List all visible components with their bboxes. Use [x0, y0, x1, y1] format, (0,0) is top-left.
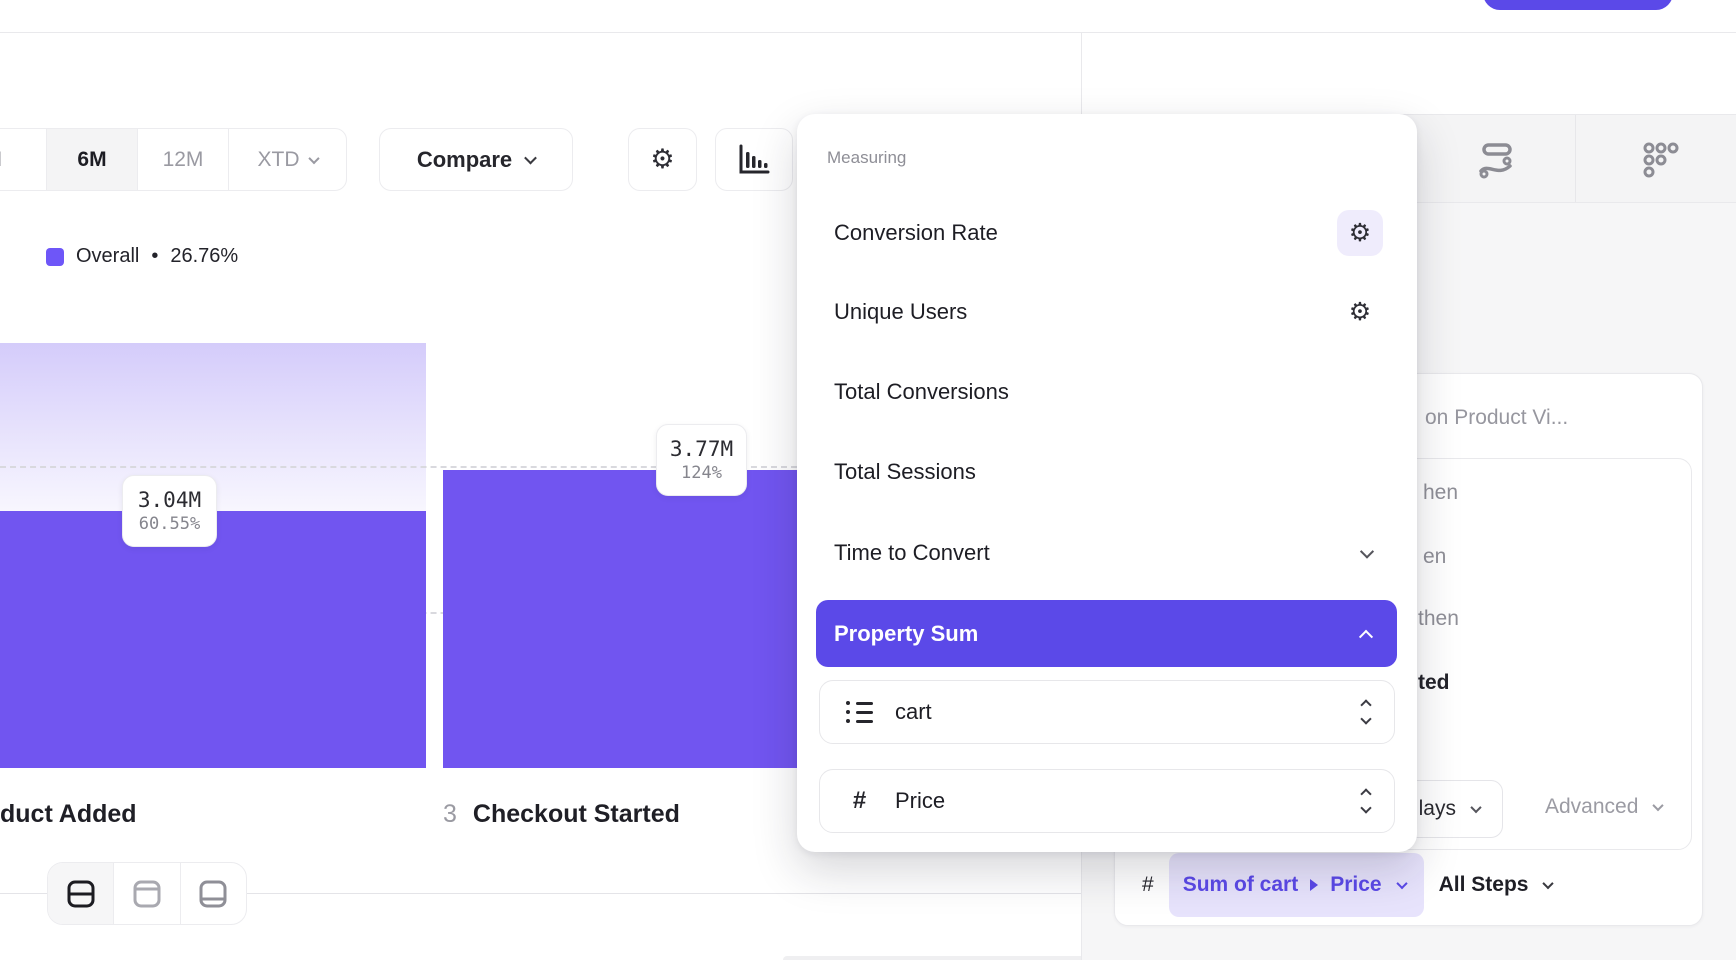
time-range-6m-label: 6M	[77, 147, 107, 171]
flow-chart-button[interactable]	[1476, 139, 1518, 186]
query-step-1[interactable]: hen	[1423, 481, 1459, 504]
chevron-down-icon	[1395, 877, 1408, 890]
step-2-name: Checkout Started	[472, 800, 680, 828]
conversion-rate-settings-button[interactable]: ⚙	[1337, 210, 1383, 256]
funnel-bar-2[interactable]	[443, 470, 830, 768]
chevron-down-icon	[1470, 801, 1482, 814]
menu-item-total-conversions[interactable]: Total Conversions	[834, 379, 1009, 404]
steps-scope-label: All Steps	[1438, 873, 1529, 896]
bar-2-percent: 124%	[681, 463, 722, 483]
section-divider	[0, 893, 1081, 894]
layout-split-rows-button[interactable]	[48, 863, 115, 924]
up-down-icon	[1360, 788, 1372, 814]
number-type-icon: #	[1142, 873, 1154, 896]
menu-item-property-sum-selected[interactable]: Property Sum	[816, 600, 1397, 667]
time-range-xtd-label: XTD	[257, 147, 300, 171]
time-range-xtd[interactable]: XTD	[229, 129, 346, 190]
legend-swatch	[46, 247, 64, 266]
list-icon	[846, 701, 873, 723]
chevron-down-icon	[524, 151, 538, 165]
property-event-value: cart	[895, 699, 932, 724]
time-range-6m[interactable]: 6M	[47, 129, 138, 190]
measure-chip[interactable]: Sum of cart Price	[1168, 853, 1424, 917]
layout-footer-bottom-button[interactable]	[181, 863, 246, 924]
flow-chart-icon	[1479, 143, 1512, 179]
property-name-select[interactable]: # Price	[819, 769, 1395, 833]
number-type-icon: #	[852, 787, 867, 814]
time-range-3m-label: M	[0, 148, 2, 172]
time-range-3m[interactable]: M	[0, 129, 47, 190]
step-2-number: 3	[443, 800, 457, 828]
chevron-down-icon	[1652, 799, 1665, 812]
time-range-12m-label: 12M	[162, 147, 204, 171]
bar-chart-icon	[739, 144, 770, 173]
chevron-up-icon	[1358, 629, 1374, 644]
measure-chip-left: Sum of cart	[1182, 873, 1299, 896]
measure-chip-right: Price	[1330, 873, 1382, 896]
layout-switcher	[47, 862, 247, 925]
funnel-bar-1[interactable]	[0, 511, 426, 768]
panel-tabs-row	[1082, 33, 1736, 114]
chart-type-button[interactable]	[715, 128, 793, 191]
legend-label: Overall	[76, 245, 140, 267]
menu-item-unique-users[interactable]: Unique Users	[834, 299, 968, 324]
split-rows-icon	[67, 880, 95, 907]
property-name-value: Price	[895, 788, 946, 813]
property-sum-label: Property Sum	[834, 620, 979, 646]
footer-bottom-icon	[199, 880, 227, 907]
bar-1-value: 3.04M	[137, 488, 202, 512]
compare-button[interactable]: Compare	[379, 128, 573, 191]
time-range-12m[interactable]: 12M	[138, 129, 229, 190]
advanced-button[interactable]: Advanced	[1545, 795, 1665, 819]
query-step-4[interactable]: ted	[1418, 671, 1450, 694]
measurement-row: # Sum of cart Price All Steps	[1142, 853, 1555, 917]
legend-separator: •	[151, 245, 159, 267]
funnel-bar-2-value-card[interactable]: 3.77M 124%	[656, 424, 747, 496]
dashed-gridline	[0, 466, 797, 468]
header-top-icon	[133, 880, 161, 907]
chart-settings-button[interactable]: ⚙	[628, 128, 697, 191]
query-step-2[interactable]: en	[1423, 545, 1447, 568]
layout-header-top-button[interactable]	[114, 863, 181, 924]
funnel-step-1-label: duct Added	[0, 800, 137, 828]
chevron-down-icon	[1542, 877, 1555, 890]
grid-dots-icon	[1643, 142, 1679, 178]
top-bar	[0, 0, 1736, 33]
funnel-bar-1-value-card[interactable]: 3.04M 60.55%	[122, 475, 217, 547]
compare-label: Compare	[416, 146, 513, 172]
funnel-step-2-label: 3 Checkout Started	[443, 800, 680, 829]
bar-2-value: 3.77M	[669, 437, 734, 461]
apps-grid-button[interactable]	[1640, 139, 1682, 186]
unique-users-settings-button[interactable]: ⚙	[1337, 289, 1383, 335]
primary-action-button[interactable]	[1483, 0, 1673, 10]
gear-icon: ⚙	[1348, 218, 1372, 247]
advanced-label: Advanced	[1545, 795, 1639, 818]
property-event-select[interactable]: cart	[819, 680, 1395, 744]
legend: Overall • 26.76%	[46, 245, 238, 268]
window-unit-label: lays	[1418, 797, 1456, 820]
next-section-top-edge	[783, 956, 1081, 960]
query-card-title: on Product Vi...	[1425, 406, 1569, 429]
menu-item-time-to-convert[interactable]: Time to Convert	[834, 540, 990, 565]
bar-1-percent: 60.55%	[138, 514, 201, 534]
gear-icon: ⚙	[650, 144, 675, 174]
query-step-3[interactable]: then	[1418, 607, 1459, 630]
menu-item-total-sessions[interactable]: Total Sessions	[834, 459, 976, 484]
up-down-icon	[1360, 699, 1372, 725]
chevron-down-icon	[307, 152, 320, 164]
arrow-right-icon	[1310, 879, 1319, 891]
steps-scope-select[interactable]: All Steps	[1438, 873, 1555, 897]
gear-icon: ⚙	[1348, 297, 1372, 326]
toolbar-separator	[1575, 115, 1576, 202]
menu-item-conversion-rate[interactable]: Conversion Rate	[834, 220, 998, 245]
time-range-segmented-control: M 6M 12M XTD	[0, 128, 347, 191]
legend-value: 26.76%	[170, 245, 239, 267]
measuring-title: Measuring	[827, 148, 907, 167]
